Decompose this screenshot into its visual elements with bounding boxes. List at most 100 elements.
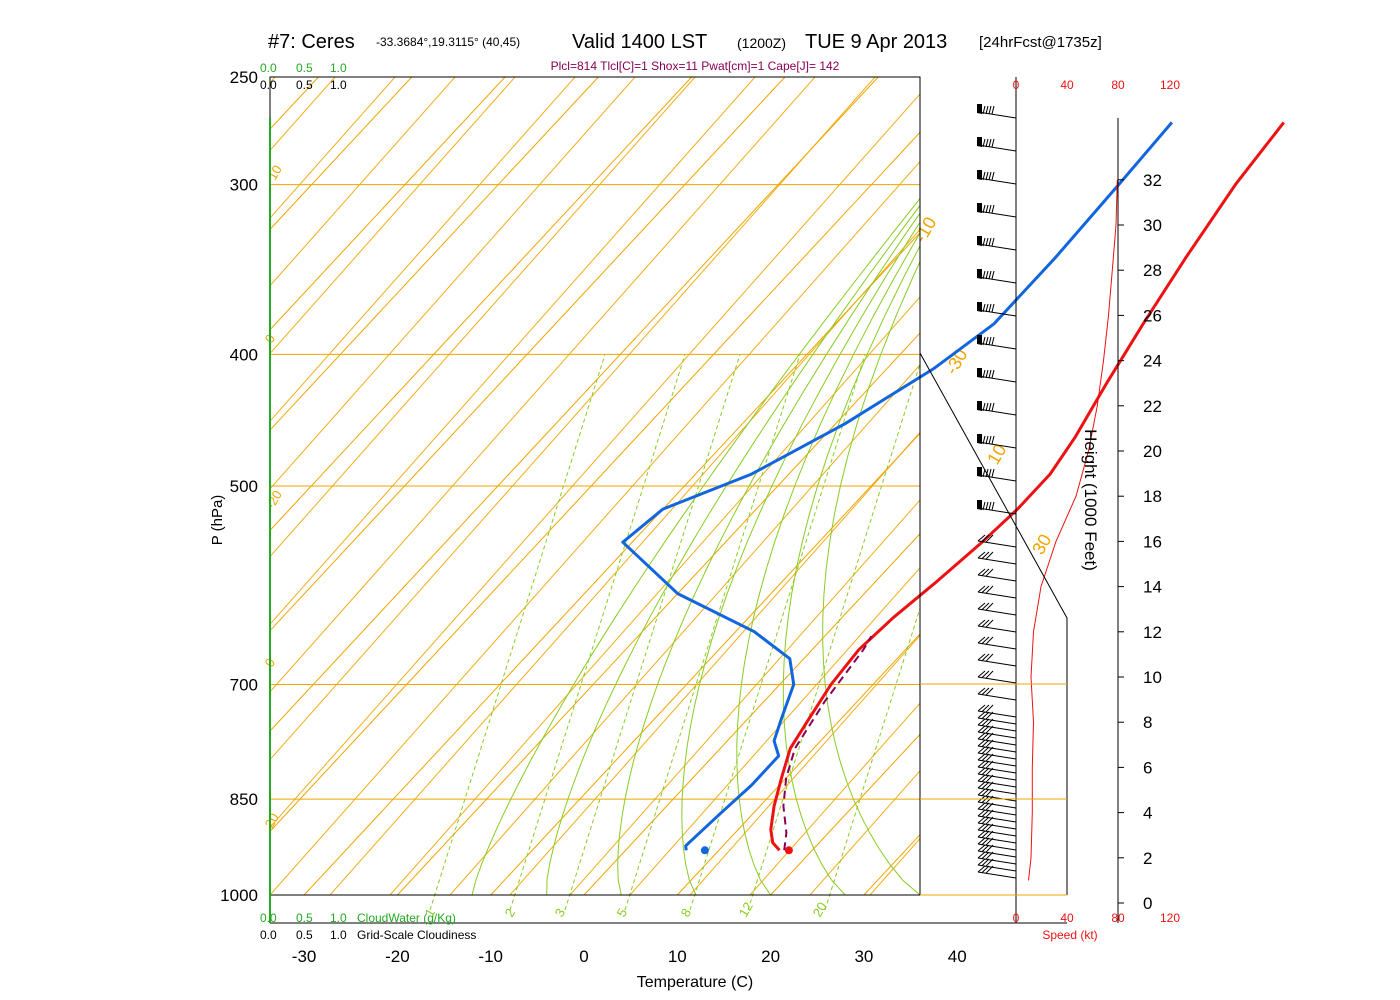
wind-barb-staff: [977, 836, 1017, 844]
wind-barb-feather: [985, 171, 989, 181]
isotherm-line: [770, 733, 920, 896]
speed-tick-top: 0: [1013, 78, 1020, 92]
height-tick-label: 8: [1143, 713, 1152, 732]
mixing-ratio-label: 12: [736, 899, 756, 919]
isotherm-line: [0, 77, 39, 895]
height-tick-label: 24: [1143, 352, 1162, 371]
wind-barb-staff: [977, 474, 1017, 482]
wind-barb-feather: [988, 204, 992, 214]
wind-barb-feather: [981, 585, 990, 593]
pressure-tick-label: 400: [230, 345, 258, 364]
wind-barb-feather: [988, 171, 992, 181]
wind-barb-feather: [985, 105, 989, 115]
wind-barb-staff: [977, 759, 1017, 767]
wind-barb-staff: [977, 177, 1017, 185]
wind-barb-feather: [981, 551, 990, 559]
speed-tick-top: 120: [1160, 78, 1180, 92]
height-tick-label: 12: [1143, 623, 1162, 642]
wind-barb-flag: [977, 401, 982, 411]
wind-barb-feather: [981, 753, 990, 761]
wind-barb-feather: [977, 704, 986, 712]
wind-barb-flag: [977, 236, 982, 246]
surface-dewpoint-dot: [700, 846, 709, 855]
wind-barb-feather: [981, 619, 990, 627]
dry-adiabat-line: [569, 499, 920, 896]
wind-barb-feather: [991, 402, 995, 412]
wind-barb-flag: [977, 137, 982, 147]
wind-barbs: [977, 77, 1017, 923]
wind-barb-staff: [977, 210, 1017, 218]
speed-tick-top: 80: [1111, 78, 1125, 92]
isotherm-label: -20: [263, 488, 285, 512]
wind-barb-feather: [985, 204, 989, 214]
wind-barb-feather: [982, 303, 986, 313]
height-tick-label: 30: [1143, 216, 1162, 235]
wind-barb-staff: [977, 574, 1017, 582]
wind-barb-staff: [977, 787, 1017, 795]
series-layer: [621, 121, 1285, 855]
wind-barb-feather: [977, 732, 986, 740]
wind-barb-feather: [985, 653, 994, 662]
wind-barb-feather: [985, 568, 994, 577]
cloudwater-scale-top: 0.5: [296, 61, 313, 75]
isotherm-line: [676, 633, 920, 896]
moist-adiabat-line: [822, 260, 920, 896]
forecast-date: TUE 9 Apr 2013: [805, 31, 947, 53]
mixing-ratio-line: [689, 354, 866, 911]
cloudiness-scale-top: 0.5: [296, 78, 313, 92]
isotherm-label-layer: 100-10-20-300102030123581220: [262, 162, 1056, 919]
wind-barb-feather: [985, 687, 994, 696]
wind-barb-staff: [977, 276, 1017, 284]
wind-barb-feather: [985, 501, 989, 511]
wind-barb-feather: [985, 781, 994, 790]
wind-barb-staff: [977, 794, 1017, 802]
grid-layer: [0, 77, 1400, 911]
wind-barb-feather: [982, 501, 986, 511]
wind-barb-feather: [977, 725, 986, 733]
temperature-tick-label: -30: [292, 947, 317, 966]
wind-barb-feather: [988, 270, 992, 280]
wind-barb-feather: [985, 795, 994, 804]
height-tick-label: 4: [1143, 804, 1152, 823]
isotherm-line: [270, 77, 786, 632]
wind-barb-feather: [988, 336, 992, 346]
wind-barb-staff: [977, 408, 1017, 416]
wind-barb-feather: [981, 781, 990, 789]
wind-barb-feather: [977, 760, 986, 768]
wind-barb-staff: [977, 642, 1017, 650]
dry-adiabat-line: [270, 77, 456, 287]
wind-barb-staff: [977, 111, 1017, 119]
wind-barb-feather: [977, 653, 986, 661]
height-tick-label: 6: [1143, 758, 1152, 777]
wind-barb-feather: [988, 237, 992, 247]
mixing-ratio-label: 8: [678, 906, 695, 920]
speed-tick-top: 40: [1060, 78, 1074, 92]
dry-adiabat-line: [749, 702, 920, 896]
skew-edge: [919, 352, 1068, 895]
wind-barb-staff: [977, 815, 1017, 823]
temperature-tick-label: -10: [478, 947, 503, 966]
wind-barb-feather: [977, 809, 986, 817]
wind-barb-feather: [985, 402, 989, 412]
wind-barb-feather: [981, 732, 990, 740]
isotherm-line: [1144, 77, 1400, 895]
wind-barb-feather: [977, 837, 986, 845]
wind-barb-feather: [981, 653, 990, 661]
wind-barb-feather: [977, 774, 986, 782]
wind-barb-feather: [977, 619, 986, 627]
isotherm-line: [490, 432, 920, 896]
zulu-time: (1200Z): [737, 35, 786, 51]
isotherm-line: [270, 77, 879, 732]
isotherm-line: [270, 131, 920, 833]
height-tick-label: 14: [1143, 578, 1162, 597]
wind-barb-feather: [985, 844, 994, 853]
wind-barb-staff: [977, 591, 1017, 599]
surface-temperature-dot: [784, 846, 793, 855]
wind-barb-feather: [981, 636, 990, 644]
wind-barb-feather: [991, 237, 995, 247]
wind-barb-feather: [981, 739, 990, 747]
dry-adiabat-line: [270, 77, 756, 625]
wind-barb-feather: [988, 468, 992, 478]
wind-barb-staff: [977, 731, 1017, 739]
